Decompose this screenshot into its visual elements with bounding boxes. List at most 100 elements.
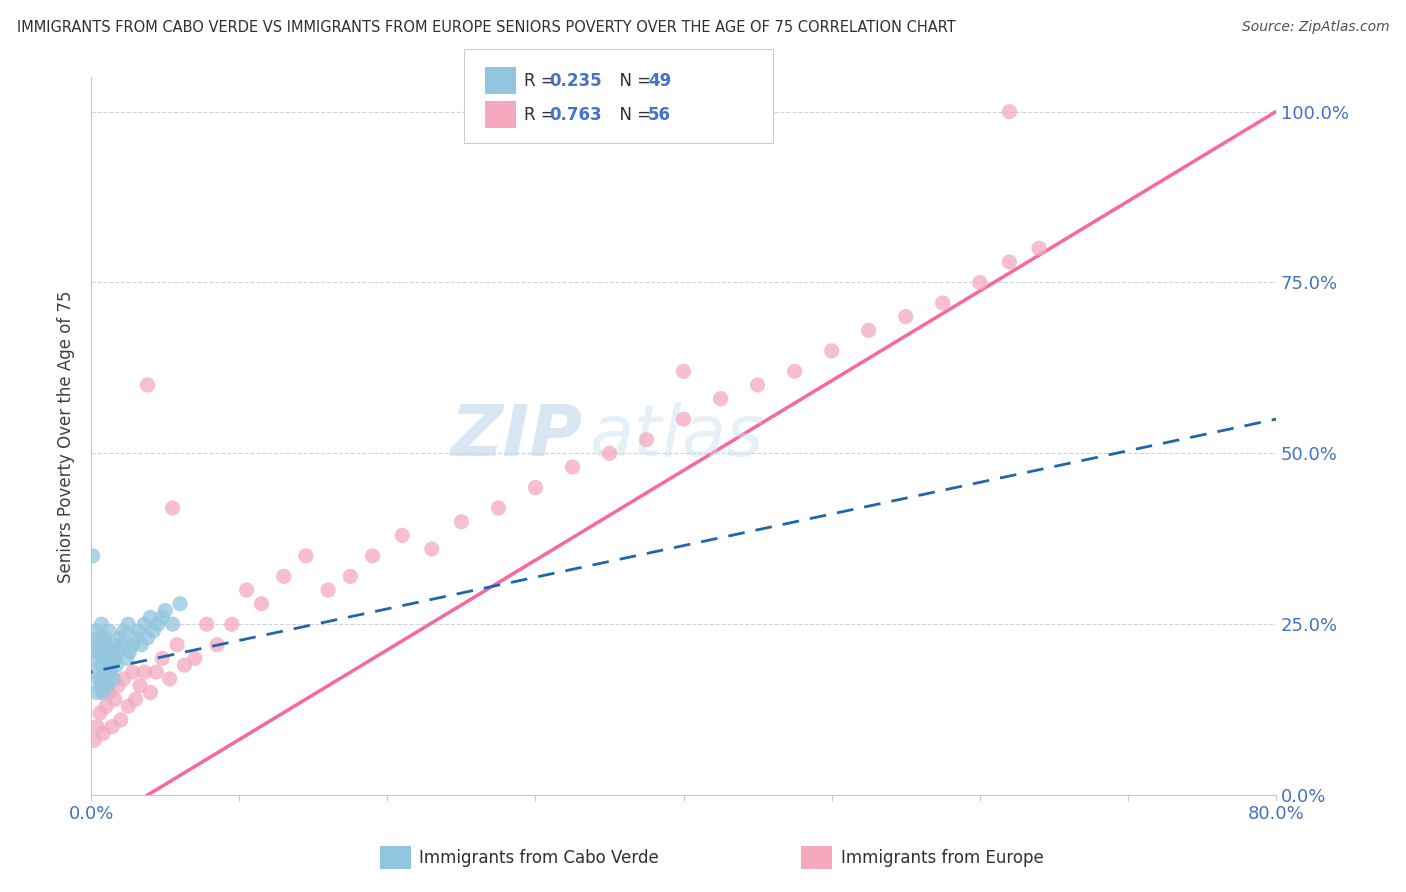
Text: 56: 56 [648,105,671,123]
Point [184,651,207,665]
Point [94,699,117,714]
Point [90,658,112,673]
Point [87,631,110,645]
Point [139,685,162,699]
Point [107,644,129,658]
Point [97,685,120,699]
Point [420,541,443,556]
Point [173,658,195,673]
Point [139,610,162,624]
Point [117,617,139,632]
Point [969,276,991,290]
Point [391,528,413,542]
Point [84,624,107,638]
Point [97,651,120,665]
Text: R =: R = [524,105,561,123]
Point [86,685,108,699]
Point [111,638,134,652]
Point [86,644,108,658]
Point [295,549,318,563]
Point [134,617,156,632]
Point [89,679,111,693]
Point [488,501,510,516]
Text: N =: N = [609,105,657,123]
Point [998,255,1021,269]
Text: IMMIGRANTS FROM CABO VERDE VS IMMIGRANTS FROM EUROPE SENIORS POVERTY OVER THE AG: IMMIGRANTS FROM CABO VERDE VS IMMIGRANTS… [17,20,956,35]
Point [932,296,955,310]
Point [91,726,114,740]
Text: R =: R = [524,71,561,89]
Point [82,549,104,563]
Point [205,638,228,652]
Point [136,631,159,645]
Point [94,665,117,679]
Point [89,638,111,652]
Point [107,679,129,693]
Point [110,631,132,645]
Point [89,706,111,720]
Text: ZIP: ZIP [450,401,583,471]
Point [115,651,138,665]
Text: 0.763: 0.763 [550,105,602,123]
Point [83,733,105,747]
Point [672,412,695,426]
Point [90,617,112,632]
Point [101,720,124,734]
Point [82,651,104,665]
Point [112,624,135,638]
Point [672,364,695,378]
Point [124,692,146,706]
Point [103,638,125,652]
Point [146,617,169,632]
Point [450,515,472,529]
Point [316,582,339,597]
Point [361,549,384,563]
Point [250,597,273,611]
Point [84,665,107,679]
Text: 0.235: 0.235 [550,71,602,89]
Point [894,310,917,324]
Point [100,665,122,679]
Point [195,617,218,632]
Point [747,378,769,392]
Point [783,364,806,378]
Point [128,624,150,638]
Point [110,713,132,727]
Point [636,433,658,447]
Point [142,624,165,638]
Point [112,672,135,686]
Point [162,617,184,632]
Point [104,692,127,706]
Point [96,658,118,673]
Point [103,672,125,686]
Point [121,665,143,679]
Point [821,343,844,358]
Text: Immigrants from Cabo Verde: Immigrants from Cabo Verde [419,849,659,867]
Point [94,638,117,652]
Point [124,631,146,645]
Point [235,582,257,597]
Point [93,631,115,645]
Point [91,651,114,665]
Point [339,569,361,583]
Point [118,644,141,658]
Point [104,651,127,665]
Point [91,685,114,699]
Point [96,679,118,693]
Point [162,501,184,516]
Point [153,603,176,617]
Point [221,617,243,632]
Text: Immigrants from Europe: Immigrants from Europe [841,849,1043,867]
Point [998,104,1021,119]
Point [87,672,110,686]
Point [86,720,108,734]
Point [858,323,880,337]
Text: atlas: atlas [589,401,763,471]
Point [150,610,173,624]
Point [117,699,139,714]
Point [1028,241,1050,255]
Point [105,658,128,673]
Point [131,638,153,652]
Point [524,481,547,495]
Point [101,644,124,658]
